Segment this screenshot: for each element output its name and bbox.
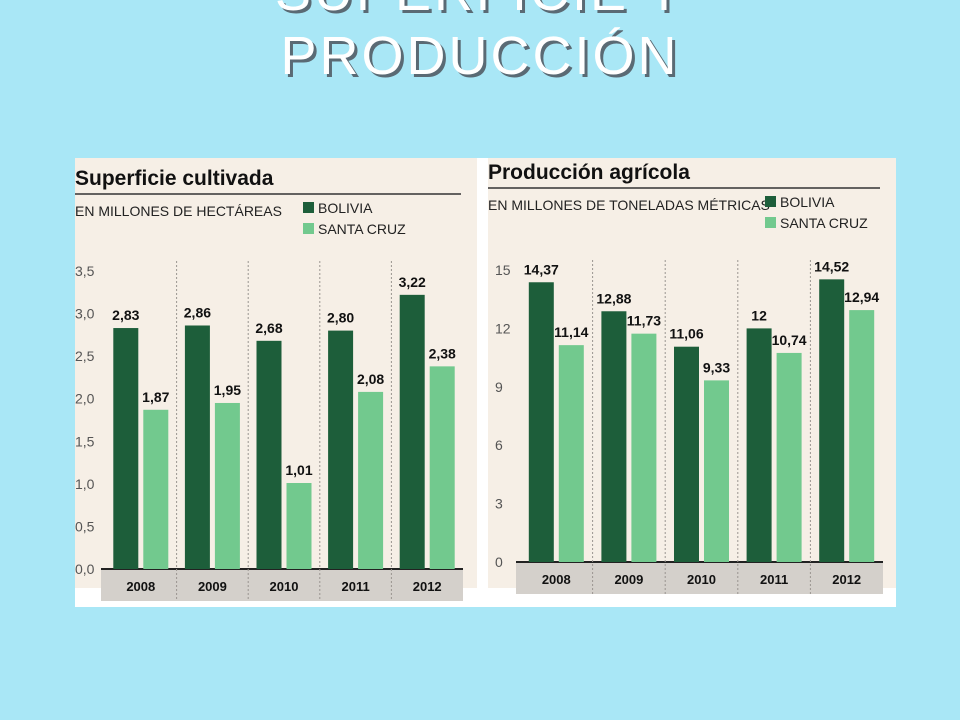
data-label: 2,68 <box>255 320 282 336</box>
data-label: 1,95 <box>214 382 241 398</box>
panel-divider <box>477 158 488 607</box>
data-label: 14,37 <box>524 261 559 277</box>
data-label: 3,22 <box>399 274 426 290</box>
y-tick-label: 1,5 <box>75 433 95 449</box>
legend-swatch-santa-cruz <box>765 217 776 228</box>
x-tick-label: 2010 <box>270 579 299 594</box>
x-tick-label: 2009 <box>198 579 227 594</box>
bar <box>776 352 802 562</box>
bar <box>429 366 455 569</box>
y-tick-label: 15 <box>495 262 511 278</box>
data-label: 2,86 <box>184 304 211 320</box>
y-tick-label: 0 <box>495 554 503 570</box>
data-label: 11,06 <box>669 326 703 342</box>
bar <box>601 311 627 562</box>
bar <box>528 282 554 562</box>
y-tick-label: 3,0 <box>75 306 95 322</box>
data-label: 10,74 <box>772 332 807 348</box>
bar <box>399 294 425 569</box>
slide-title-line-1: SUPERFICIE Y <box>0 0 960 24</box>
bar <box>214 402 240 569</box>
bar <box>184 325 210 569</box>
chart-title: Producción agrícola <box>488 161 690 184</box>
x-tick-label: 2012 <box>832 572 861 587</box>
newspaper-clipping: Superficie cultivada EN MILLONES DE HECT… <box>75 158 896 607</box>
data-label: 2,83 <box>112 307 139 323</box>
chart-subtitle: EN MILLONES DE TONELADAS MÉTRICAS <box>488 197 770 213</box>
plot-area-produccion: 0 3 6 9 12 15 14,37 11,14 2008 12,88 11,73 2009 11,0… <box>495 258 883 594</box>
data-label: 12 <box>751 307 767 323</box>
x-axis-band <box>516 562 883 594</box>
x-axis-band <box>101 569 463 601</box>
x-tick-label: 2008 <box>542 572 571 587</box>
bar <box>286 483 312 569</box>
bar <box>358 391 384 569</box>
legend-label-santa-cruz: SANTA CRUZ <box>780 215 868 231</box>
x-tick-label: 2010 <box>687 572 716 587</box>
bar <box>328 330 354 569</box>
data-label: 2,38 <box>429 345 456 361</box>
bar <box>558 345 584 562</box>
plot-area-superficie: 0,0 0,5 1,0 1,5 2,0 2,5 3,0 3,5 2,83 1,87 2008 2,86… <box>75 261 463 601</box>
x-tick-label: 2012 <box>413 579 442 594</box>
bar <box>674 346 699 562</box>
legend-swatch-bolivia <box>303 202 314 213</box>
y-tick-label: 2,5 <box>75 348 95 364</box>
data-label: 1,87 <box>142 389 169 405</box>
slide-title-line-2: PRODUCCIÓN <box>280 26 680 86</box>
data-label: 11,14 <box>554 324 588 340</box>
legend-label-bolivia: BOLIVIA <box>780 194 835 210</box>
data-label: 11,73 <box>627 313 661 329</box>
y-tick-label: 0,0 <box>75 561 95 577</box>
data-label: 12,94 <box>844 289 879 305</box>
data-label: 2,80 <box>327 310 354 326</box>
bar <box>819 279 845 562</box>
bar <box>256 340 282 569</box>
x-tick-label: 2011 <box>341 579 369 594</box>
data-label: 2,08 <box>357 371 384 387</box>
data-label: 1,01 <box>285 462 312 478</box>
charts-svg: Superficie cultivada EN MILLONES DE HECT… <box>75 158 896 607</box>
y-tick-label: 1,0 <box>75 476 95 492</box>
slide-title: SUPERFICIE Y PRODUCCIÓN <box>0 0 960 88</box>
bar <box>704 380 729 562</box>
bar <box>849 310 875 562</box>
chart-title: Superficie cultivada <box>75 167 274 190</box>
chart-subtitle: EN MILLONES DE HECTÁREAS <box>75 203 282 219</box>
x-tick-label: 2009 <box>614 572 643 587</box>
bar <box>631 333 657 562</box>
chart-panel-produccion: Producción agrícola EN MILLONES DE TONEL… <box>488 161 883 594</box>
legend-swatch-bolivia <box>765 196 776 207</box>
x-tick-label: 2008 <box>126 579 155 594</box>
bar <box>113 328 139 569</box>
bar <box>143 409 169 569</box>
legend-label-santa-cruz: SANTA CRUZ <box>318 221 406 237</box>
legend-label-bolivia: BOLIVIA <box>318 200 373 216</box>
data-label: 12,88 <box>596 290 631 306</box>
y-tick-label: 3 <box>495 496 503 512</box>
data-label: 9,33 <box>703 359 730 375</box>
chart-panel-superficie: Superficie cultivada EN MILLONES DE HECT… <box>75 167 463 601</box>
y-tick-label: 6 <box>495 437 503 453</box>
bar <box>746 328 772 562</box>
y-tick-label: 9 <box>495 379 503 395</box>
y-tick-label: 3,5 <box>75 263 95 279</box>
legend-swatch-santa-cruz <box>303 223 314 234</box>
y-tick-label: 2,0 <box>75 391 95 407</box>
x-tick-label: 2011 <box>760 572 788 587</box>
data-label: 14,52 <box>814 258 849 274</box>
y-tick-label: 12 <box>495 320 511 336</box>
y-tick-label: 0,5 <box>75 518 95 534</box>
